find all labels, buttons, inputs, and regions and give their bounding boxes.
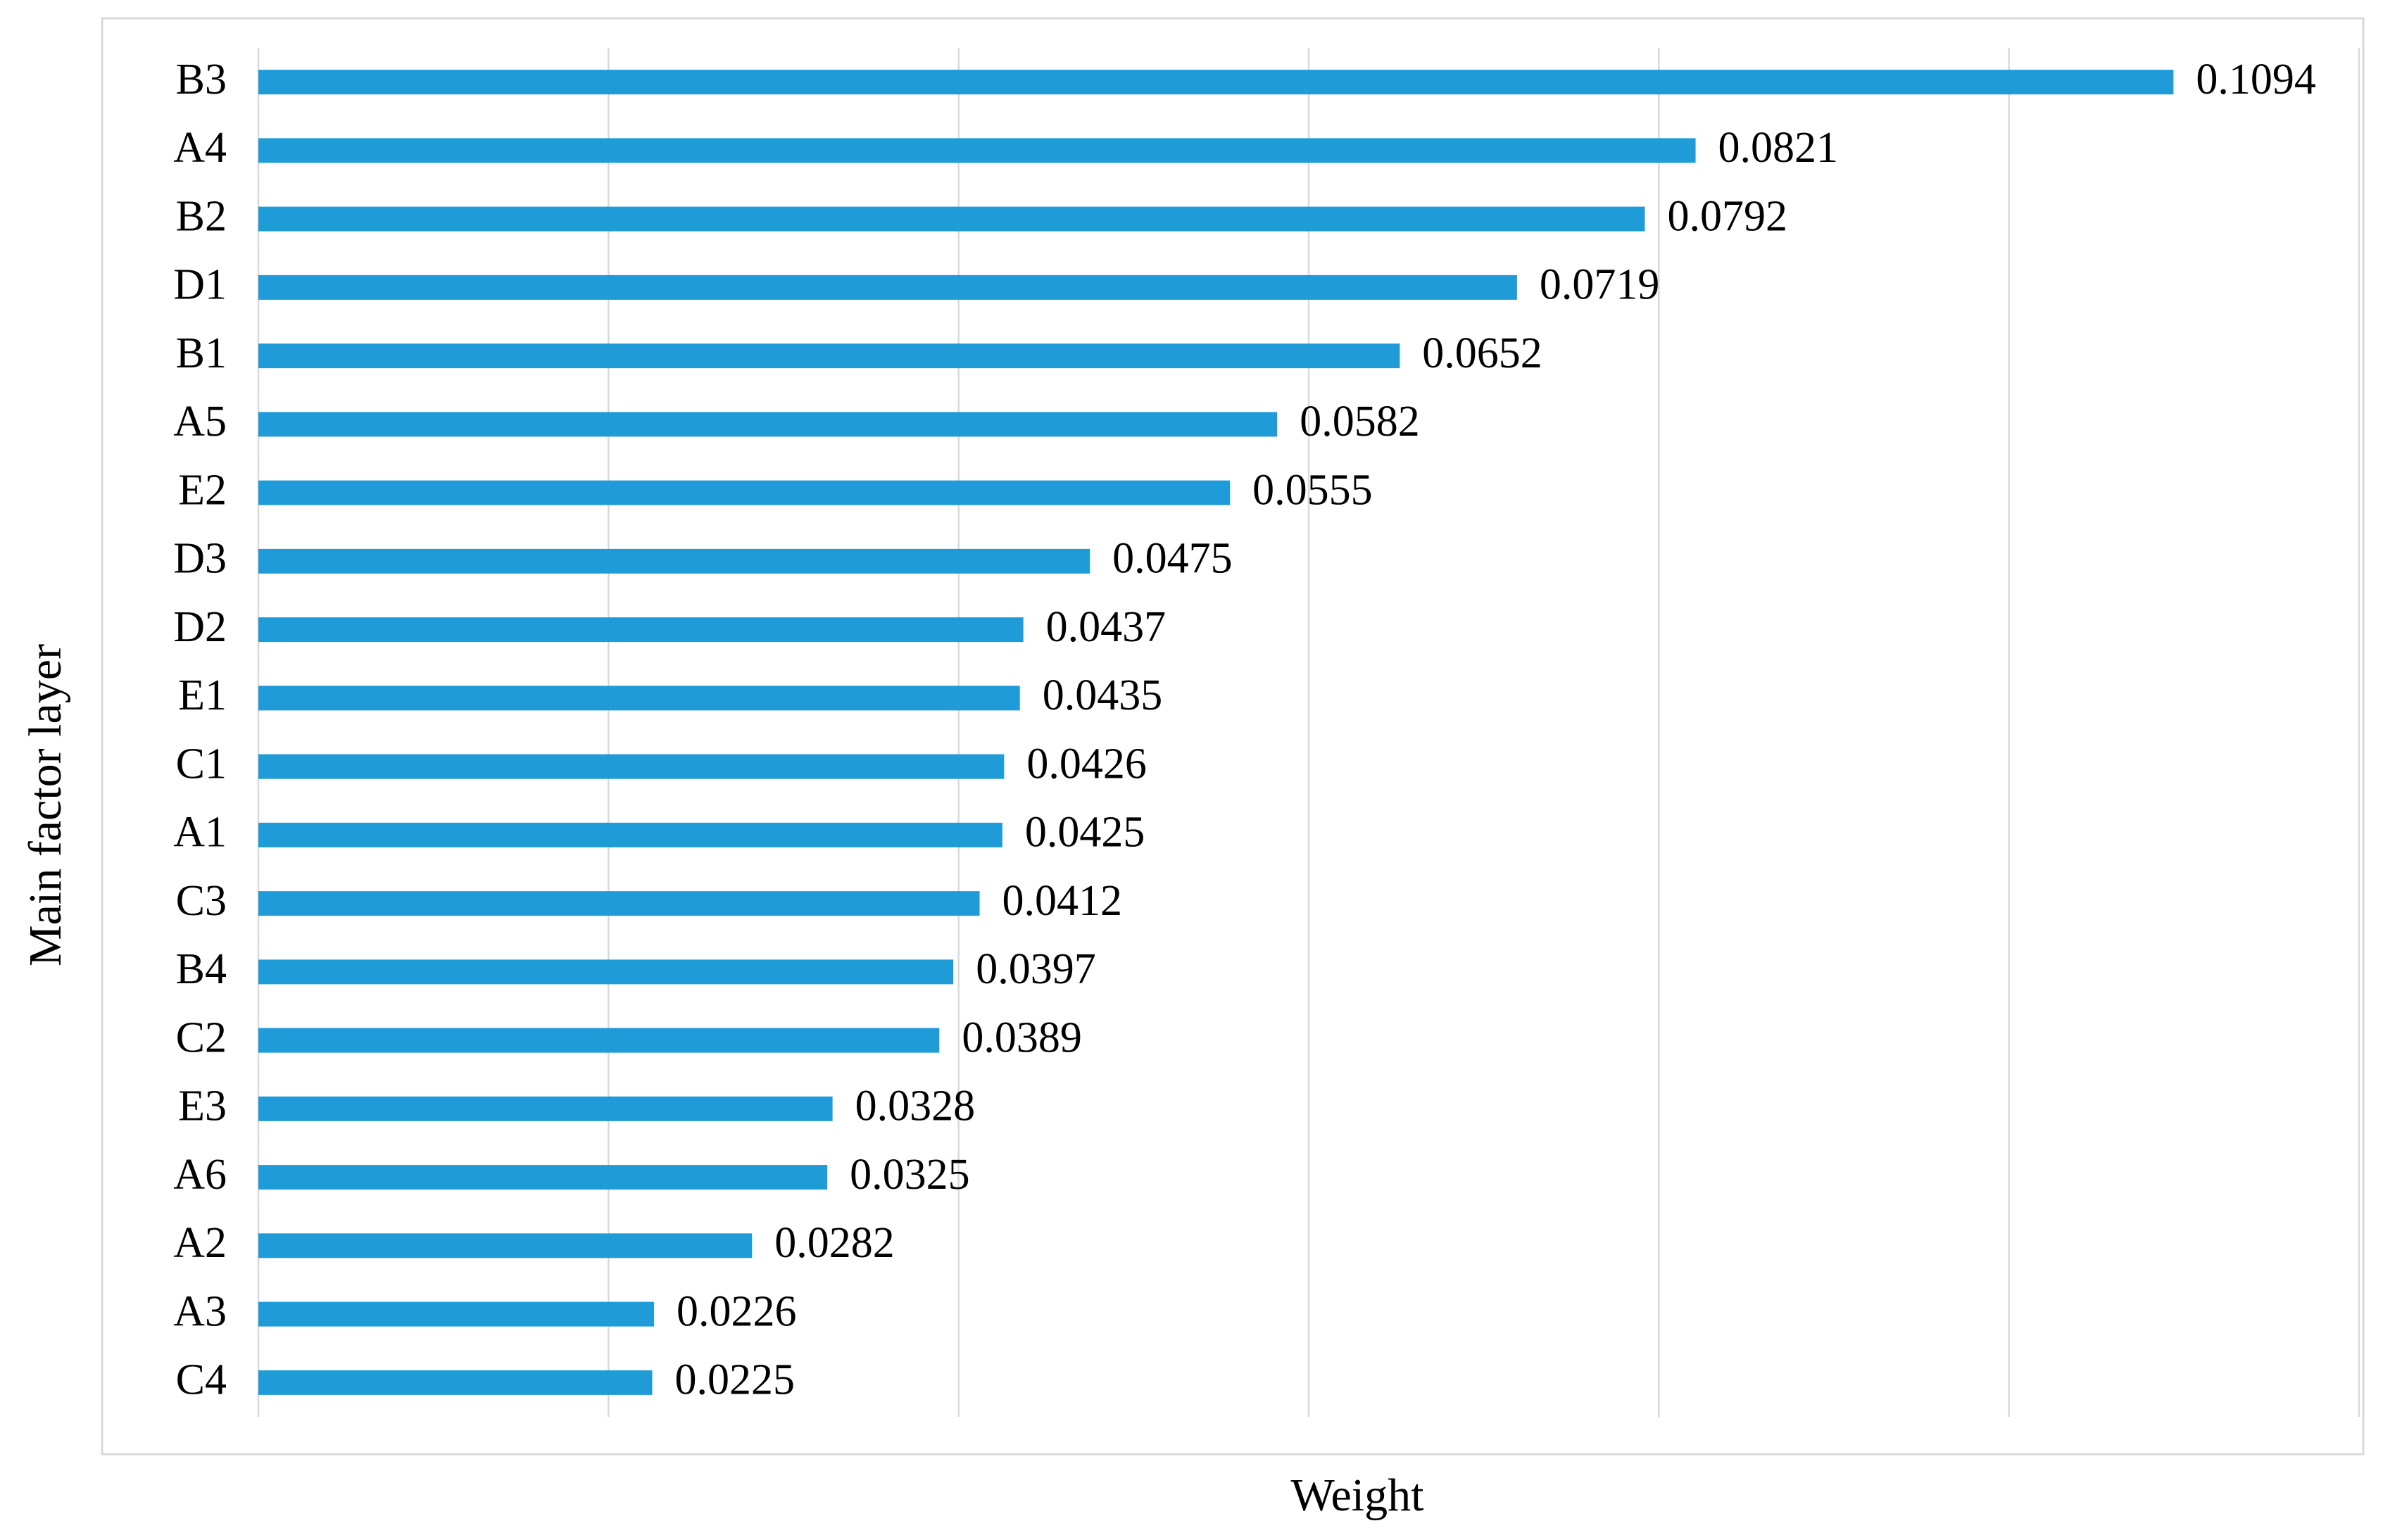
bar: [258, 617, 1024, 643]
value-label: 0.0397: [976, 945, 1096, 993]
value-label: 0.0412: [1002, 877, 1123, 925]
bar: [258, 959, 954, 985]
bar: [258, 548, 1090, 574]
bar: [258, 138, 1696, 163]
y-tick-label: A4: [173, 124, 227, 172]
y-tick-label: C2: [176, 1014, 227, 1061]
bar: [258, 274, 1517, 300]
value-label: 0.0792: [1667, 192, 1787, 240]
y-tick-label: D2: [173, 603, 227, 651]
bar: [258, 1370, 653, 1395]
value-label: 0.1094: [2196, 56, 2316, 103]
value-label: 0.0719: [1540, 261, 1660, 309]
y-tick-label: E1: [178, 671, 227, 719]
y-tick-label: D3: [173, 535, 227, 583]
y-tick-label: A5: [173, 398, 227, 446]
bar: [258, 1233, 753, 1258]
bar: [258, 206, 1645, 232]
value-label: 0.0821: [1718, 124, 1839, 172]
y-tick-label: B3: [176, 56, 227, 103]
value-label: 0.0389: [962, 1014, 1082, 1061]
bar: [258, 70, 2174, 95]
bar: [258, 1165, 828, 1190]
y-tick-label: E3: [178, 1083, 227, 1130]
chart-frame: [101, 17, 2365, 1456]
value-label: 0.0225: [675, 1356, 796, 1404]
y-tick-label: B2: [176, 192, 227, 240]
x-axis-title: Weight: [1291, 1470, 1424, 1521]
value-label: 0.0282: [774, 1219, 895, 1267]
y-tick-label: A3: [173, 1287, 227, 1335]
value-label: 0.0426: [1026, 740, 1147, 788]
bar: [258, 343, 1400, 369]
value-label: 0.0555: [1252, 466, 1373, 514]
bar: [258, 1028, 940, 1053]
bar: [258, 1301, 654, 1327]
y-tick-label: E2: [178, 466, 227, 514]
y-tick-label: A2: [173, 1219, 227, 1267]
value-label: 0.0475: [1112, 535, 1233, 583]
value-label: 0.0437: [1046, 603, 1167, 651]
bar: [258, 822, 1002, 847]
bar: [258, 686, 1020, 711]
value-label: 0.0328: [855, 1083, 976, 1130]
y-tick-label: A1: [173, 809, 227, 857]
bar: [258, 480, 1231, 505]
bar: [258, 412, 1278, 437]
y-tick-label: C3: [176, 877, 227, 925]
value-label: 0.0425: [1025, 809, 1145, 857]
value-label: 0.0652: [1422, 329, 1542, 377]
bar: [258, 891, 980, 916]
y-tick-label: B1: [176, 329, 227, 377]
y-tick-label: A6: [173, 1151, 227, 1199]
bar: [258, 1096, 833, 1121]
value-label: 0.0325: [850, 1151, 970, 1199]
y-tick-label: C4: [176, 1356, 227, 1404]
value-label: 0.0226: [677, 1287, 797, 1335]
value-label: 0.0582: [1300, 398, 1420, 446]
y-tick-label: D1: [173, 261, 227, 309]
y-tick-label: B4: [176, 945, 227, 993]
y-axis-title: Main factor layer: [20, 644, 71, 966]
bar: [258, 754, 1005, 779]
value-label: 0.0435: [1043, 671, 1163, 719]
y-tick-label: C1: [176, 740, 227, 788]
